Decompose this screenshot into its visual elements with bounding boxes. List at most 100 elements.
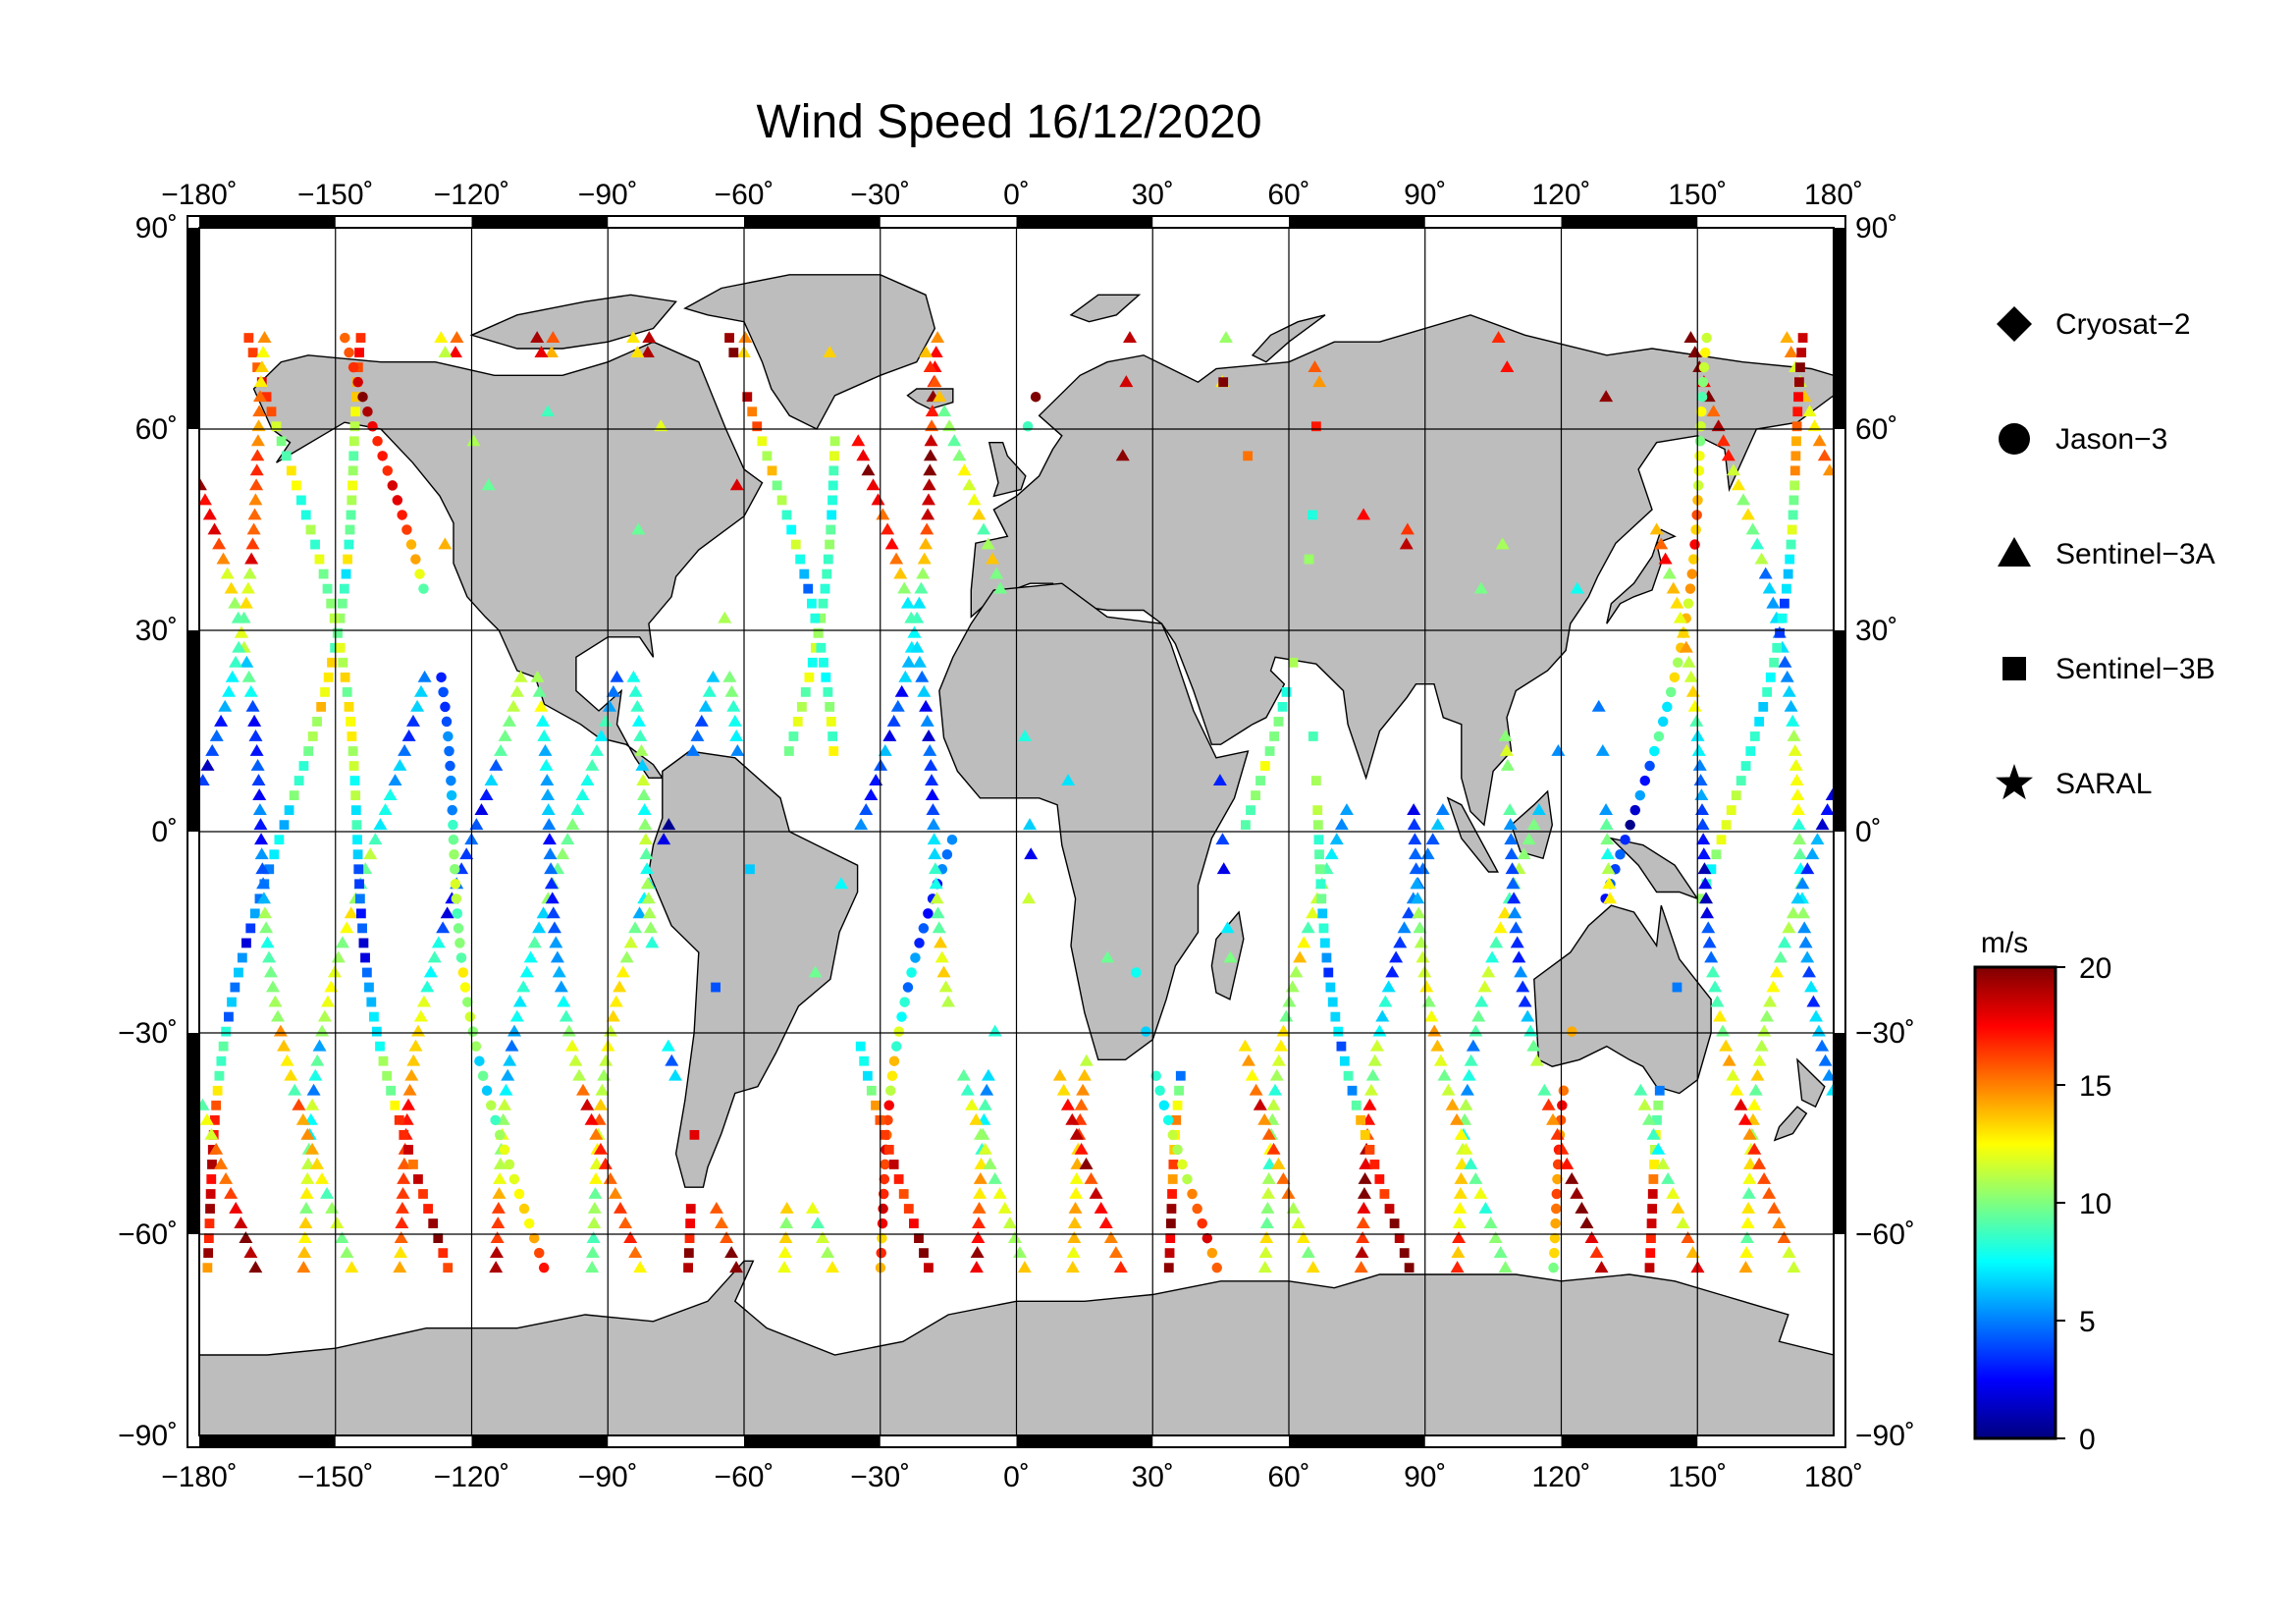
track-marker — [1706, 965, 1721, 978]
track-marker — [452, 908, 463, 919]
track-marker — [1603, 892, 1618, 904]
track-marker — [702, 684, 717, 697]
track-marker — [1552, 1159, 1564, 1170]
track-marker — [1742, 1171, 1757, 1184]
track-marker — [1374, 1174, 1385, 1184]
track-marker — [1197, 1217, 1207, 1229]
track-marker — [623, 936, 638, 948]
x-tick-label: 60˚ — [1267, 179, 1309, 211]
track-marker — [923, 744, 937, 756]
track-marker — [357, 923, 367, 934]
track-marker — [1453, 1202, 1468, 1214]
track-marker — [410, 699, 425, 712]
star-icon — [1996, 764, 2033, 800]
track-marker — [369, 1011, 379, 1022]
track-marker — [1324, 847, 1339, 860]
track-marker — [1271, 1157, 1286, 1169]
track-marker — [394, 1231, 408, 1243]
track-marker — [1594, 1261, 1609, 1273]
frame-bar-right — [1834, 1033, 1845, 1234]
track-marker — [368, 833, 383, 845]
track-marker — [289, 790, 299, 800]
legend-label: SARAL — [2056, 768, 2152, 800]
track-marker — [256, 892, 271, 904]
track-marker — [921, 493, 935, 506]
track-marker — [1089, 1187, 1103, 1199]
track-marker — [630, 346, 645, 357]
track-marker — [491, 1202, 506, 1214]
track-marker — [626, 331, 641, 343]
track-marker — [1789, 465, 1800, 476]
track-marker — [633, 729, 648, 741]
track-marker — [1369, 1039, 1384, 1052]
track-marker — [492, 1187, 507, 1199]
track-marker — [932, 921, 946, 934]
track-marker — [1259, 1231, 1274, 1243]
track-marker — [484, 774, 499, 785]
x-tick-label: 90˚ — [1404, 1461, 1446, 1493]
y-tick-label: −30˚ — [118, 1017, 178, 1050]
track-marker — [1555, 1142, 1570, 1155]
track-marker — [408, 1039, 423, 1052]
track-marker — [1473, 1187, 1488, 1199]
track-marker — [250, 449, 265, 461]
track-marker — [418, 583, 429, 594]
track-marker — [1289, 965, 1304, 978]
track-marker — [1719, 1039, 1734, 1052]
track-marker — [1367, 1054, 1382, 1066]
land-svalbard — [1069, 294, 1142, 323]
track-marker — [1683, 670, 1698, 682]
track-marker — [212, 537, 227, 550]
track-marker — [347, 746, 358, 756]
track-marker — [1187, 1188, 1198, 1200]
track-marker — [724, 333, 734, 343]
track-marker — [1304, 554, 1314, 565]
track-marker — [1400, 522, 1415, 535]
track-marker — [1681, 1231, 1695, 1243]
track-marker — [971, 1231, 986, 1243]
track-marker — [931, 331, 945, 343]
track-marker — [909, 1218, 919, 1228]
track-marker — [1772, 1217, 1787, 1228]
track-marker — [256, 877, 271, 890]
track-marker — [973, 1171, 988, 1184]
track-marker — [1310, 421, 1321, 432]
track-marker — [1415, 950, 1430, 963]
track-marker — [1521, 1009, 1535, 1022]
track-marker — [967, 493, 982, 506]
track-marker — [1512, 950, 1526, 963]
track-marker — [1599, 803, 1614, 816]
track-marker — [479, 788, 494, 800]
track-marker — [920, 522, 934, 535]
track-marker — [300, 510, 311, 520]
track-marker — [1750, 1068, 1765, 1081]
track-marker — [1141, 1026, 1151, 1037]
track-marker — [738, 331, 753, 343]
chart-title: Wind Speed 16/12/2020 — [756, 96, 1261, 148]
track-marker — [593, 1098, 608, 1110]
track-marker — [1551, 1188, 1563, 1200]
track-marker — [1790, 892, 1805, 904]
track-marker — [1493, 1246, 1508, 1259]
track-marker — [320, 686, 330, 697]
track-marker — [593, 1142, 608, 1155]
track-marker — [640, 877, 655, 890]
track-marker — [1653, 1100, 1664, 1110]
track-marker — [587, 1202, 602, 1214]
track-marker — [930, 892, 944, 904]
track-marker — [420, 980, 435, 993]
track-marker — [1007, 1231, 1022, 1243]
track-marker — [613, 1202, 627, 1214]
track-marker — [335, 936, 349, 948]
track-marker — [1359, 1157, 1373, 1169]
track-marker — [493, 1171, 507, 1184]
track-marker — [816, 642, 827, 653]
track-marker — [745, 864, 755, 875]
track-marker — [977, 522, 991, 535]
track-marker — [1654, 537, 1669, 550]
track-marker — [448, 346, 462, 357]
track-marker — [1259, 761, 1270, 771]
track-marker — [554, 980, 568, 993]
track-marker — [854, 818, 869, 831]
track-marker — [1022, 818, 1037, 831]
